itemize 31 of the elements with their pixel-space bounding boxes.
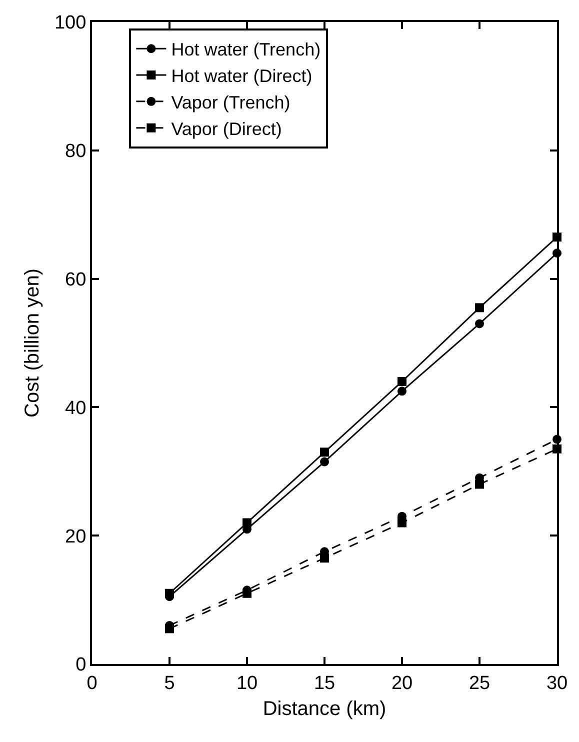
- point: [242, 588, 252, 598]
- point: [320, 448, 329, 457]
- point: [242, 518, 252, 528]
- x-tick-label: 20: [391, 672, 413, 694]
- y-tick-label: 40: [65, 398, 86, 419]
- legend-label: Vapor (Trench): [171, 92, 290, 112]
- point: [165, 624, 174, 634]
- y-tick-label: 100: [54, 12, 86, 34]
- point: [398, 386, 406, 396]
- point: [398, 518, 406, 528]
- y-tick-label: 60: [65, 269, 86, 290]
- legend-label: Vapor (Direct): [171, 118, 282, 139]
- x-tick-label: 10: [236, 672, 258, 694]
- point: [165, 588, 174, 598]
- point: [320, 457, 329, 466]
- point: [475, 319, 484, 328]
- point: [475, 480, 484, 489]
- point: [320, 554, 329, 563]
- legend-label: Hot water (Trench): [171, 40, 321, 60]
- x-tick-label: 25: [468, 672, 490, 694]
- point: [475, 303, 484, 312]
- y-tick-label: 0: [76, 654, 86, 676]
- y-tick-label: 20: [65, 526, 86, 548]
- y-axis-title: Cost (billion yen): [21, 268, 44, 418]
- y-tick-label: 80: [65, 141, 86, 162]
- x-tick-label: 30: [546, 672, 568, 694]
- point: [398, 377, 406, 386]
- x-axis-title: Distance (km): [262, 698, 386, 720]
- x-tick-label: 15: [314, 672, 336, 694]
- x-tick-label: 5: [164, 672, 175, 694]
- legend-label: Hot water (Direct): [171, 66, 312, 86]
